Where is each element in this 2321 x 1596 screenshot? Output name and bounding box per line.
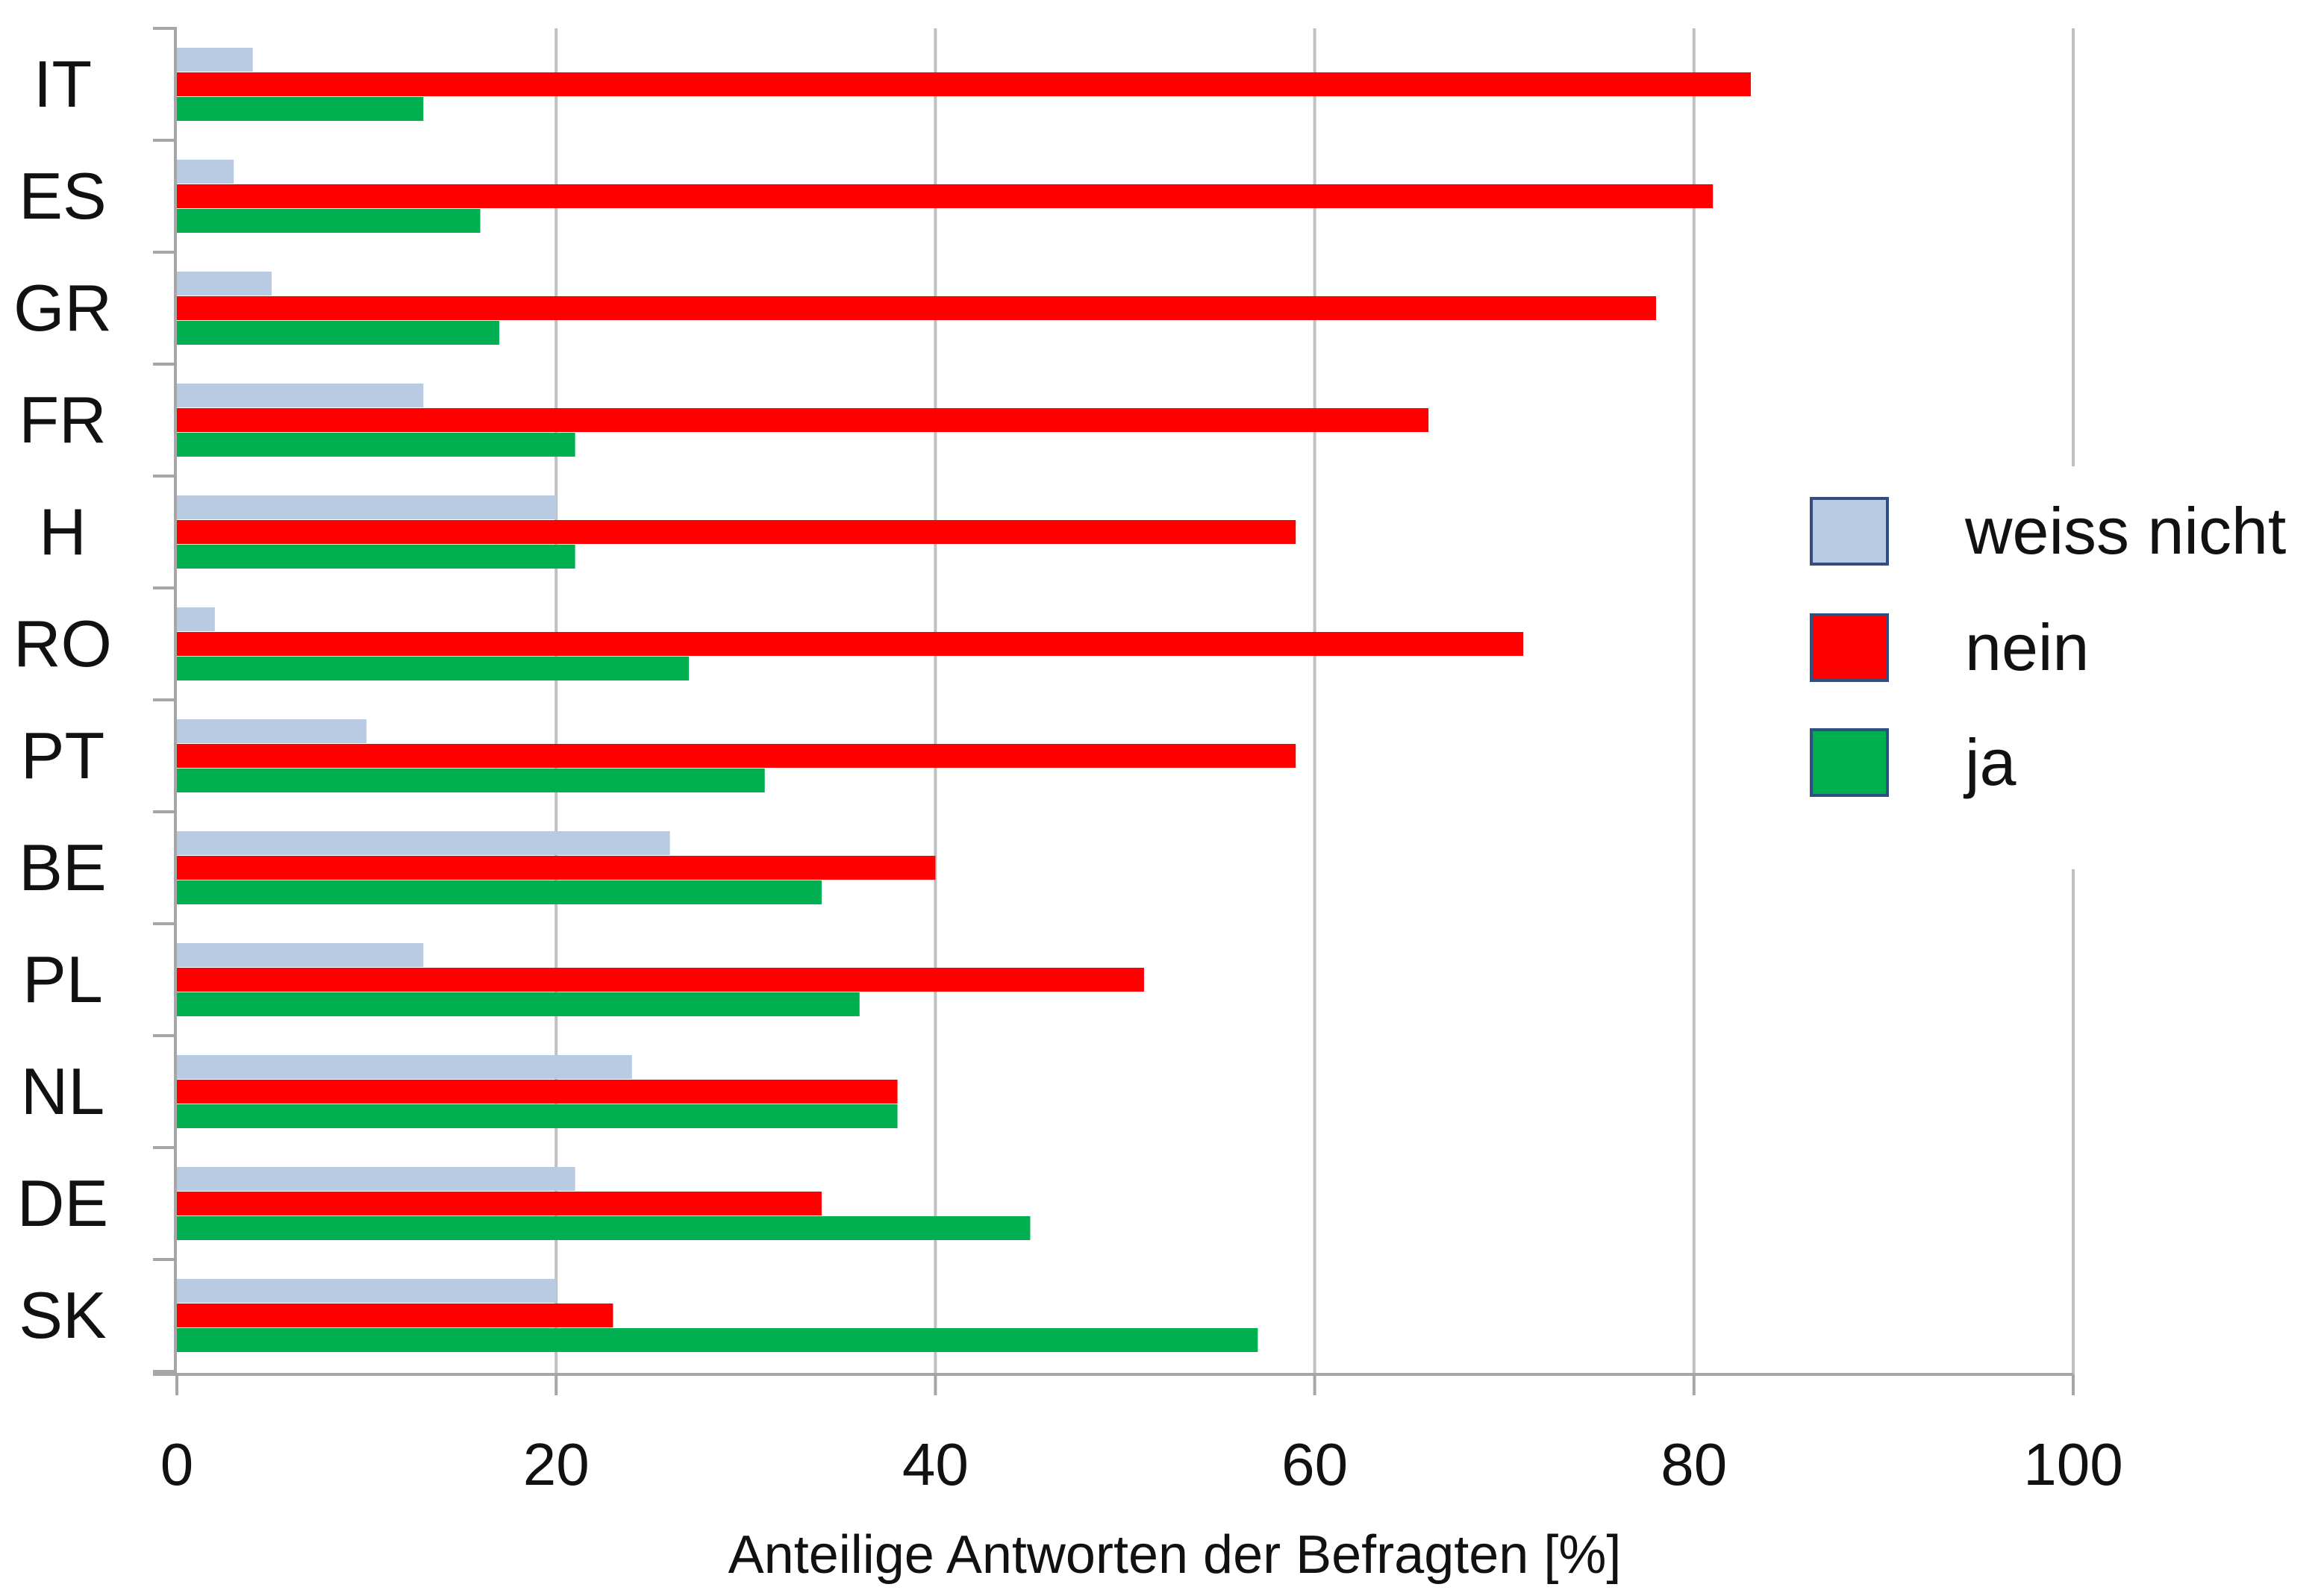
- category-label-pt: PT: [21, 719, 104, 792]
- bar-ro-ja: [177, 657, 690, 680]
- bar-fr-weiss-nicht: [177, 384, 424, 407]
- bar-es-weiss-nicht: [177, 160, 234, 184]
- category-label-es: ES: [19, 159, 106, 233]
- category-label-ro: RO: [13, 607, 112, 680]
- legend: weiss nicht nein ja: [1784, 466, 2321, 869]
- legend-swatch-ja: [1810, 728, 1889, 797]
- x-tick-label-40: 40: [902, 1431, 969, 1498]
- category-label-pl: PL: [22, 942, 103, 1016]
- bar-gr-weiss-nicht: [177, 272, 272, 295]
- legend-label-nein: nein: [1965, 610, 2089, 684]
- bar-nl-nein: [177, 1080, 898, 1104]
- bar-pt-ja: [177, 769, 765, 792]
- bar-ro-weiss-nicht: [177, 607, 215, 631]
- bar-be-nein: [177, 856, 936, 880]
- bar-ro-nein: [177, 632, 1524, 656]
- bar-it-weiss-nicht: [177, 48, 253, 72]
- bar-nl-weiss-nicht: [177, 1055, 632, 1079]
- bar-it-nein: [177, 72, 1752, 96]
- axes: [153, 27, 2075, 1395]
- bar-pt-nein: [177, 744, 1296, 768]
- x-tick-label-60: 60: [1281, 1431, 1348, 1498]
- x-tick-labels: 0 20 40 60 80 100: [160, 1431, 2123, 1498]
- bar-gr-ja: [177, 321, 499, 345]
- bar-h-ja: [177, 545, 575, 569]
- bar-de-ja: [177, 1216, 1031, 1240]
- bar-es-nein: [177, 184, 1714, 208]
- x-tick-label-100: 100: [2023, 1431, 2122, 1498]
- bar-fr-ja: [177, 433, 575, 457]
- legend-label-weiss-nicht: weiss nicht: [1964, 494, 2286, 568]
- bar-nl-ja: [177, 1104, 898, 1128]
- x-tick-label-0: 0: [160, 1431, 194, 1498]
- legend-label-ja: ja: [1963, 725, 2017, 799]
- bar-fr-nein: [177, 408, 1429, 432]
- bar-gr-nein: [177, 296, 1656, 320]
- bar-pt-weiss-nicht: [177, 719, 367, 743]
- category-label-it: IT: [34, 47, 92, 121]
- bar-be-weiss-nicht: [177, 831, 670, 855]
- legend-swatch-nein: [1810, 613, 1889, 682]
- bars: [177, 48, 1752, 1352]
- category-label-de: DE: [17, 1166, 108, 1240]
- x-axis-title: Anteilige Antworten der Befragten [%]: [728, 1525, 1622, 1585]
- category-labels: IT ES GR FR H RO PT BE PL NL DE SK: [13, 47, 112, 1352]
- bar-it-ja: [177, 97, 424, 121]
- bar-h-nein: [177, 520, 1296, 544]
- bar-sk-nein: [177, 1304, 613, 1327]
- bar-be-ja: [177, 880, 822, 904]
- category-label-gr: GR: [13, 271, 112, 345]
- bar-sk-ja: [177, 1328, 1258, 1352]
- legend-swatch-weiss-nicht: [1810, 497, 1889, 566]
- category-label-sk: SK: [19, 1278, 106, 1352]
- bar-de-weiss-nicht: [177, 1167, 575, 1191]
- bar-pl-nein: [177, 968, 1144, 992]
- x-tick-label-80: 80: [1661, 1431, 1727, 1498]
- x-tick-label-20: 20: [523, 1431, 590, 1498]
- bar-de-nein: [177, 1192, 822, 1215]
- category-label-be: BE: [19, 830, 106, 904]
- bar-h-weiss-nicht: [177, 495, 557, 519]
- category-label-nl: NL: [21, 1054, 105, 1128]
- bar-pl-weiss-nicht: [177, 943, 424, 967]
- category-label-h: H: [39, 495, 87, 569]
- bar-es-ja: [177, 209, 481, 233]
- bar-sk-weiss-nicht: [177, 1279, 557, 1303]
- bar-pl-ja: [177, 992, 860, 1016]
- category-label-fr: FR: [19, 383, 106, 457]
